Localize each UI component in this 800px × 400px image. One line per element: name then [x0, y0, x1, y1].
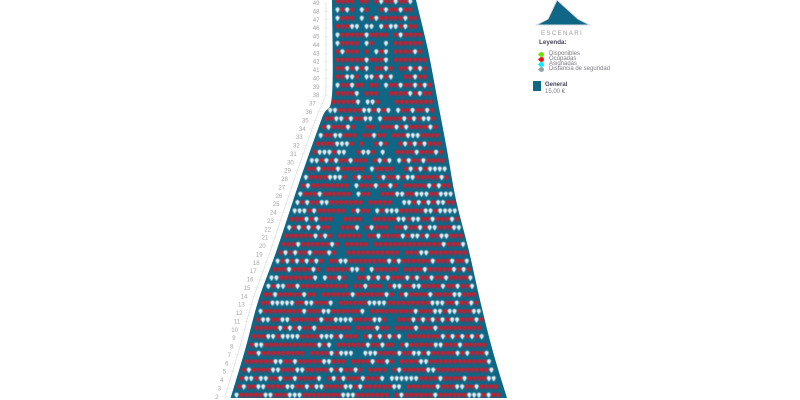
svg-text:48: 48: [313, 9, 320, 16]
svg-text:30: 30: [287, 159, 294, 166]
svg-text:19: 19: [256, 251, 263, 258]
svg-text:3: 3: [218, 385, 222, 392]
svg-text:6: 6: [225, 360, 229, 367]
svg-text:39: 39: [313, 84, 320, 91]
svg-text:7: 7: [228, 352, 232, 359]
svg-text:20: 20: [259, 243, 266, 250]
svg-text:21: 21: [262, 235, 269, 242]
svg-text:17: 17: [250, 268, 257, 275]
svg-text:32: 32: [293, 143, 300, 150]
svg-text:43: 43: [313, 50, 320, 57]
svg-text:5: 5: [223, 369, 227, 376]
svg-text:16: 16: [247, 277, 254, 284]
svg-text:45: 45: [313, 34, 320, 41]
svg-text:41: 41: [313, 67, 320, 74]
svg-text:34: 34: [299, 126, 306, 133]
svg-text:31: 31: [290, 151, 297, 158]
svg-text:37: 37: [309, 101, 316, 108]
svg-text:29: 29: [284, 168, 291, 175]
svg-text:14: 14: [241, 293, 248, 300]
svg-text:46: 46: [313, 25, 320, 32]
svg-text:33: 33: [296, 134, 303, 141]
svg-text:ESCENARI: ESCENARI: [541, 30, 583, 37]
svg-text:38: 38: [313, 92, 320, 99]
svg-text:10: 10: [231, 327, 238, 334]
svg-text:11: 11: [234, 318, 241, 325]
svg-text:42: 42: [313, 59, 320, 66]
svg-text:44: 44: [313, 42, 320, 49]
svg-text:47: 47: [313, 17, 320, 24]
svg-text:25: 25: [273, 201, 280, 208]
svg-text:24: 24: [270, 210, 277, 217]
svg-text:18: 18: [253, 260, 260, 267]
svg-text:22: 22: [264, 226, 271, 233]
svg-text:12: 12: [236, 310, 243, 317]
svg-text:27: 27: [278, 184, 285, 191]
svg-text:36: 36: [305, 109, 312, 116]
svg-text:15: 15: [244, 285, 251, 292]
svg-text:28: 28: [281, 176, 288, 183]
svg-text:40: 40: [313, 76, 320, 83]
svg-text:26: 26: [276, 193, 283, 200]
svg-text:8: 8: [230, 344, 234, 351]
svg-text:23: 23: [267, 218, 274, 225]
svg-text:9: 9: [232, 335, 236, 342]
svg-text:2: 2: [215, 394, 219, 400]
svg-text:4: 4: [220, 377, 224, 384]
svg-text:35: 35: [302, 117, 309, 124]
svg-text:49: 49: [313, 0, 320, 7]
svg-text:13: 13: [238, 302, 245, 309]
